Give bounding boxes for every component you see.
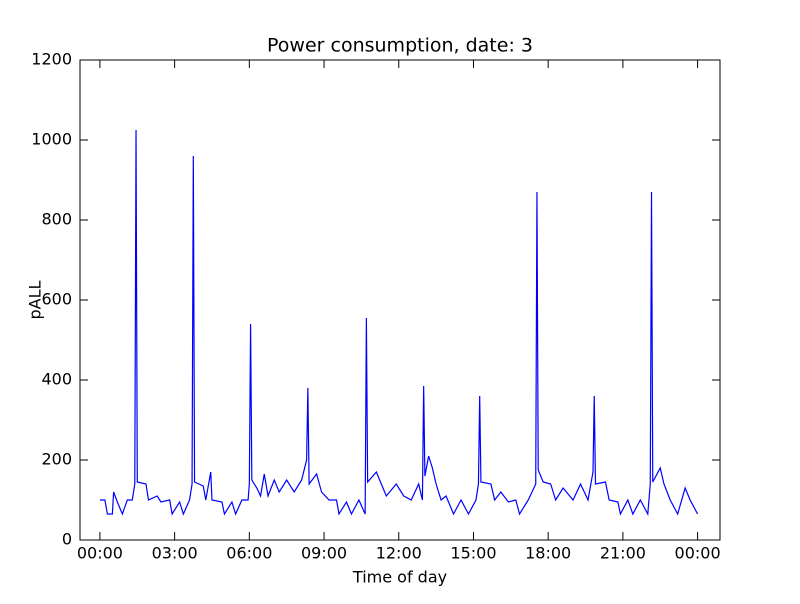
x-tick-label: 00:00 <box>675 544 721 563</box>
x-tick-label: 09:00 <box>301 544 347 563</box>
data-line <box>99 129 699 517</box>
y-axis-label: pALL <box>26 280 45 319</box>
x-tick-label: 18:00 <box>525 544 571 563</box>
y-tick-label: 1000 <box>31 130 72 149</box>
y-tick-label: 600 <box>41 290 72 309</box>
x-tick-label: 00:00 <box>77 544 123 563</box>
chart-title: Power consumption, date: 3 <box>267 35 533 57</box>
y-tick-label: 0 <box>62 530 72 549</box>
x-tick-label: 21:00 <box>600 544 646 563</box>
x-axis-label: Time of day <box>352 568 447 587</box>
y-tick-label: 1200 <box>31 50 72 69</box>
y-tick-label: 800 <box>41 210 72 229</box>
x-tick-label: 06:00 <box>226 544 272 563</box>
x-tick-label: 15:00 <box>450 544 496 563</box>
x-tick-label: 03:00 <box>152 544 198 563</box>
y-tick-label: 200 <box>41 450 72 469</box>
x-tick-label: 12:00 <box>376 544 422 563</box>
y-tick-label: 400 <box>41 370 72 389</box>
plot-frame <box>79 59 721 541</box>
